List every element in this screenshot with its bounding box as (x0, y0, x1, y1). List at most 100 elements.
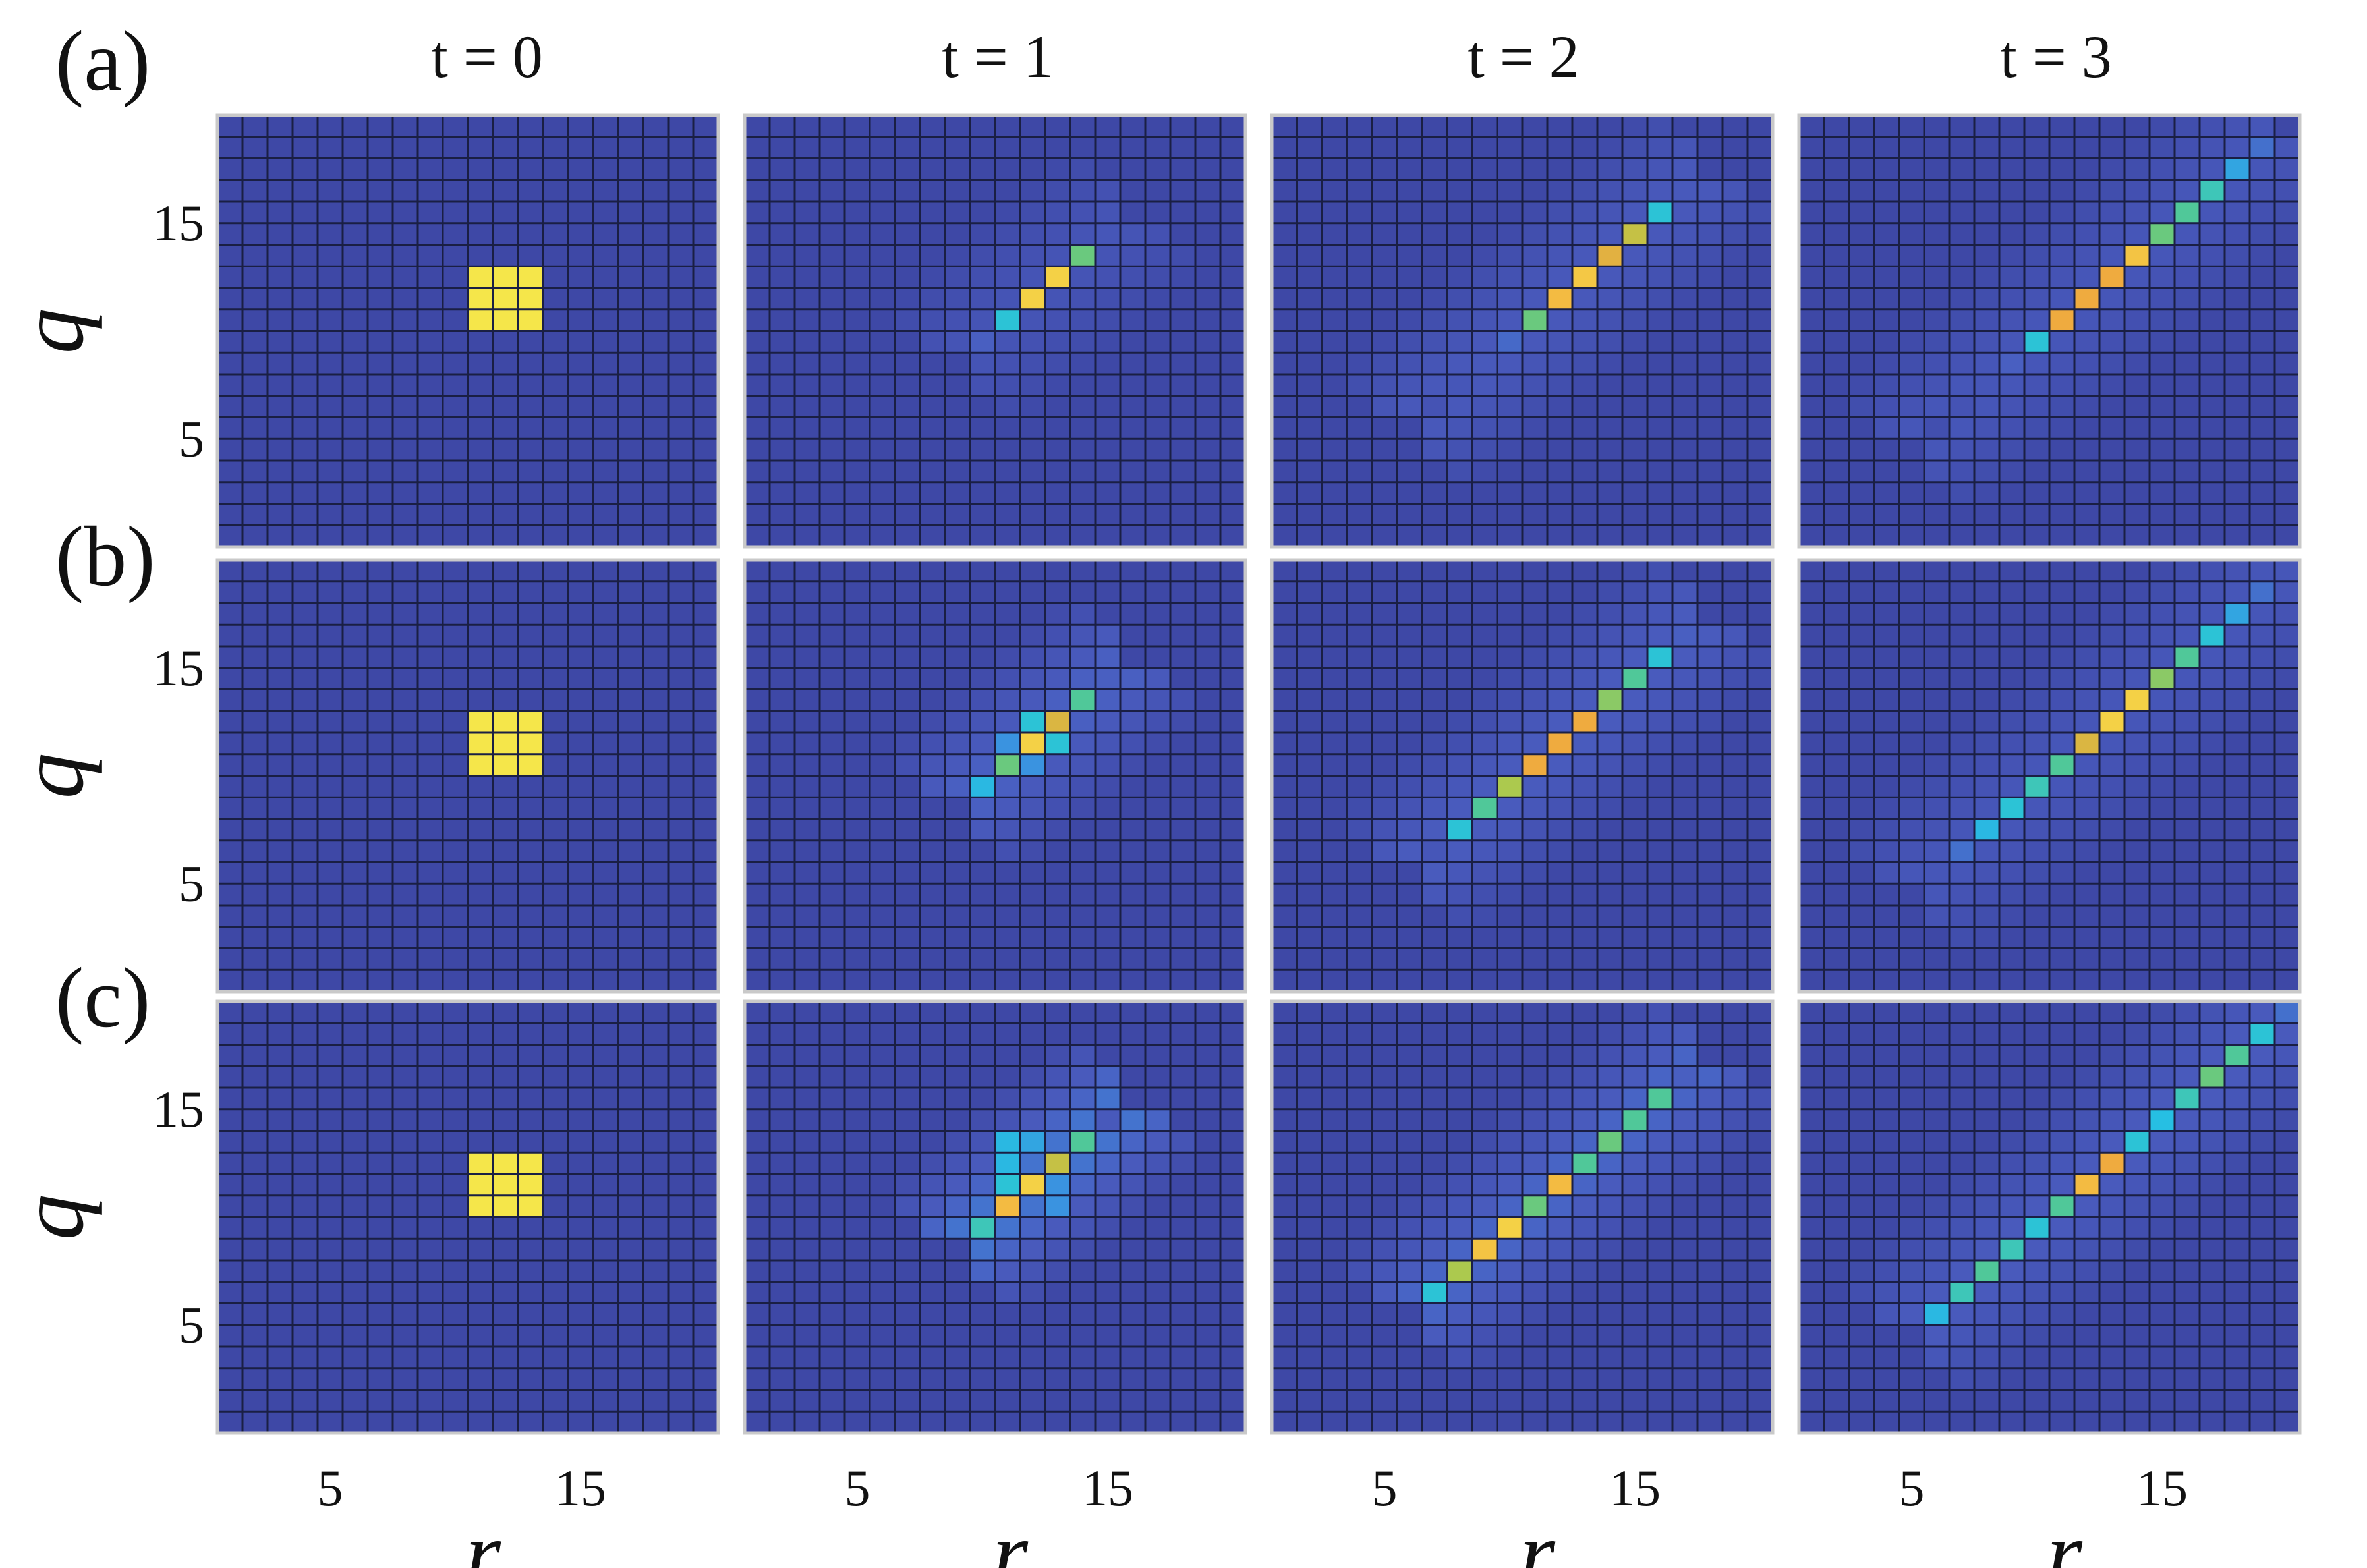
heatmap-cell (1095, 1109, 1120, 1131)
heatmap-cell (1999, 1239, 2024, 1260)
halo-cell (2225, 667, 2250, 690)
halo-cell (1472, 461, 1497, 482)
halo-cell (2125, 797, 2150, 819)
halo-cell (1045, 646, 1070, 668)
halo-cell (2150, 1088, 2175, 1109)
halo-cell (1422, 754, 1447, 776)
halo-cell (2200, 1152, 2225, 1174)
halo-cell (2200, 603, 2225, 625)
halo-cell (1723, 1131, 1748, 1153)
halo-cell (995, 1217, 1020, 1239)
halo-cell (1447, 417, 1472, 439)
panel-border (1797, 558, 2302, 994)
halo-cell (2125, 1022, 2150, 1045)
halo-cell (1597, 797, 1622, 819)
halo-cell (1422, 309, 1447, 331)
halo-cell (1622, 754, 1647, 776)
halo-cell (1572, 223, 1597, 245)
halo-cell (2074, 667, 2099, 690)
halo-cell (2024, 309, 2049, 331)
halo-cell (2074, 374, 2099, 396)
halo-cell (2200, 136, 2225, 159)
halo-cell (2099, 754, 2125, 776)
halo-cell (1497, 266, 1522, 288)
halo-cell (1597, 603, 1622, 625)
halo-cell (2150, 625, 2175, 646)
halo-cell (2250, 1131, 2275, 1153)
halo-cell (945, 331, 970, 353)
halo-cell (1497, 439, 1522, 461)
halo-cell (1045, 1109, 1070, 1131)
halo-cell (1145, 223, 1170, 245)
halo-cell (1070, 352, 1095, 374)
halo-cell (1447, 905, 1472, 927)
halo-cell (1622, 581, 1647, 603)
halo-cell (1070, 1088, 1095, 1109)
halo-cell (1547, 667, 1572, 690)
halo-cell (1422, 1239, 1447, 1260)
halo-cell (995, 819, 1020, 841)
halo-cell (2099, 180, 2125, 202)
halo-cell (2275, 603, 2300, 625)
halo-cell (2175, 1174, 2200, 1196)
halo-cell (1572, 244, 1597, 267)
halo-cell (2074, 395, 2099, 418)
halo-cell (1472, 733, 1497, 754)
halo-cell (1170, 689, 1195, 712)
halo-cell (1647, 1152, 1672, 1174)
halo-cell (2099, 1044, 2125, 1067)
halo-cell (1020, 202, 1045, 223)
halo-cell (2049, 797, 2074, 819)
halo-cell (2049, 862, 2074, 884)
halo-cell (1120, 711, 1145, 733)
halo-cell (2150, 158, 2175, 181)
halo-cell (1597, 1174, 1622, 1196)
heatmap-cell (2150, 1109, 2175, 1131)
halo-cell (1020, 775, 1045, 798)
halo-cell (1095, 244, 1120, 267)
halo-cell (2049, 1088, 2074, 1109)
halo-cell (1874, 1260, 1899, 1282)
halo-cell (2275, 180, 2300, 202)
halo-cell (1974, 461, 1999, 482)
halo-cell (1020, 1066, 1045, 1088)
halo-cell (1070, 1217, 1095, 1239)
halo-cell (2150, 309, 2175, 331)
heatmap-cell (1672, 180, 1697, 202)
heatmap-cell (2200, 180, 2225, 202)
heatmap-cell (468, 754, 493, 776)
halo-cell (1597, 733, 1622, 754)
halo-cell (2175, 689, 2200, 712)
halo-cell (2049, 1152, 2074, 1174)
halo-cell (1472, 288, 1497, 310)
x-tick-label: 15 (1609, 1459, 1661, 1517)
halo-cell (1647, 180, 1672, 202)
halo-cell (1472, 819, 1497, 841)
halo-cell (1497, 309, 1522, 331)
halo-cell (970, 819, 995, 841)
halo-cell (1372, 352, 1397, 374)
halo-cell (2175, 158, 2200, 181)
halo-cell (1522, 374, 1547, 396)
halo-cell (1447, 1152, 1472, 1174)
halo-cell (1497, 288, 1522, 310)
halo-cell (920, 711, 945, 733)
panel-border (215, 558, 720, 994)
halo-cell (2125, 288, 2150, 310)
halo-cell (1447, 1303, 1472, 1326)
halo-cell (2074, 1239, 2099, 1260)
col-title-t2: t = 2 (1468, 23, 1580, 90)
halo-cell (1522, 775, 1547, 798)
heatmap-cell (2225, 603, 2250, 625)
halo-cell (2024, 223, 2049, 245)
halo-cell (2250, 689, 2275, 712)
heatmap-cell (2250, 1022, 2275, 1045)
halo-cell (1622, 1217, 1647, 1239)
halo-cell (2074, 244, 2099, 267)
halo-cell (1472, 775, 1497, 798)
halo-cell (1522, 1131, 1547, 1153)
halo-cell (1422, 374, 1447, 396)
halo-cell (1120, 288, 1145, 310)
heatmap-cell (493, 733, 518, 754)
